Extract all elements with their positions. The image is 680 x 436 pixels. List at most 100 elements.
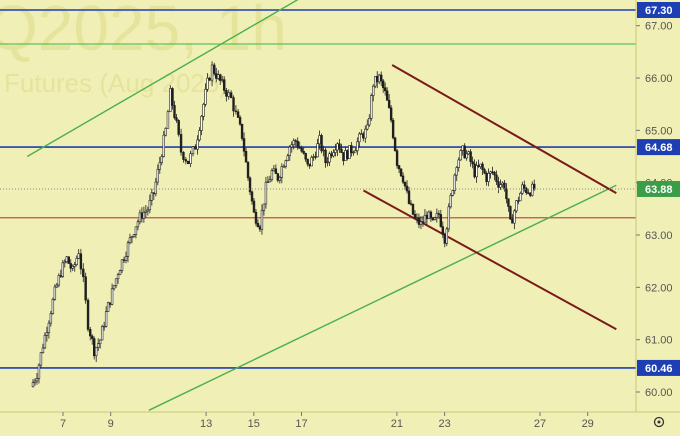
candle-up <box>47 322 51 333</box>
settings-icon[interactable] <box>653 416 665 428</box>
candle-down <box>242 138 246 152</box>
x-tick-label: 21 <box>391 418 403 430</box>
trendline-channel <box>363 189 617 331</box>
candle-down <box>395 150 399 166</box>
candle-up <box>98 339 102 344</box>
candle-down <box>294 140 297 142</box>
candle-down <box>213 64 216 74</box>
candle-up <box>423 214 427 223</box>
candle-up <box>356 141 359 152</box>
candle-up <box>198 130 201 141</box>
candle-up <box>35 378 39 382</box>
candle-up <box>312 156 315 158</box>
candle-down <box>306 158 309 165</box>
candle-up <box>322 149 325 152</box>
candle-down <box>84 276 87 301</box>
candle-up <box>128 237 132 244</box>
candle-up <box>372 85 375 96</box>
candle-down <box>411 203 415 215</box>
candle-up <box>316 143 319 158</box>
candle-up <box>156 169 160 183</box>
candle-down <box>403 181 407 187</box>
x-tick-label: 13 <box>200 418 212 430</box>
candle-up <box>51 299 55 314</box>
candle-down <box>208 77 211 81</box>
x-tick-label: 23 <box>438 418 450 430</box>
settings-button[interactable] <box>653 416 665 428</box>
candle-down <box>393 137 397 152</box>
candle-down <box>324 149 327 164</box>
candle-down <box>362 133 365 139</box>
candle-up <box>415 217 419 219</box>
candle-down <box>481 163 484 170</box>
candle-down <box>525 187 528 194</box>
price-badges: 67.30 64.68 60.46 63.88 <box>637 2 680 376</box>
candle-up <box>318 135 321 145</box>
candle-up <box>262 203 266 211</box>
candle-down <box>179 134 183 153</box>
candle-down <box>397 165 401 170</box>
candle-down <box>431 217 435 221</box>
candle-up <box>134 226 138 235</box>
candle-up <box>531 183 534 196</box>
candle-down <box>385 90 389 101</box>
candle-up <box>37 364 41 379</box>
candle-down <box>258 226 262 230</box>
candle-down <box>236 111 240 118</box>
candle-down <box>421 221 425 223</box>
candle-down <box>171 88 174 106</box>
candle-up <box>461 145 464 151</box>
candle-down <box>350 145 353 153</box>
candle-up <box>288 146 291 157</box>
candle-up <box>266 181 270 183</box>
candle-up <box>334 149 337 153</box>
candle-down <box>225 90 228 97</box>
candle-up <box>272 168 276 172</box>
candle-down <box>182 151 185 160</box>
candle-up <box>489 171 492 174</box>
candle-down <box>471 161 474 165</box>
candle-down <box>439 214 443 227</box>
candle-up <box>519 192 522 202</box>
candle-down <box>483 169 486 174</box>
candle-up <box>457 159 460 168</box>
candle-up <box>501 182 504 185</box>
candle-down <box>276 173 280 181</box>
candle-down <box>441 226 445 235</box>
candle-down <box>86 299 90 330</box>
candle-up <box>120 259 124 271</box>
candle-down <box>194 146 197 150</box>
candle-down <box>389 107 393 121</box>
candle-down <box>152 192 156 195</box>
candle-down <box>417 217 421 225</box>
candle-up <box>358 133 361 143</box>
candle-down <box>511 218 514 224</box>
candle-up <box>368 118 371 126</box>
candle-down <box>256 223 260 228</box>
candle-down <box>497 181 500 188</box>
candle-up <box>374 76 377 87</box>
candle-up <box>63 261 66 264</box>
candle-down <box>296 140 299 148</box>
candle-down <box>383 87 387 92</box>
candle-up <box>71 266 74 269</box>
candle-up <box>166 111 170 129</box>
candle-down <box>485 172 488 182</box>
candle-up <box>220 79 224 81</box>
candle-up <box>487 173 490 182</box>
level-badge-label: 60.46 <box>645 363 673 375</box>
candle-down <box>413 213 417 219</box>
candle-up <box>154 181 158 195</box>
x-axis[interactable]: 7 9 13 15 17 21 23 27 29 <box>0 411 680 430</box>
level-badge-label: 67.30 <box>645 5 673 17</box>
candle-down <box>274 168 278 174</box>
candle-up <box>479 163 482 167</box>
candle-up <box>100 326 104 341</box>
candle-up <box>419 221 423 225</box>
candle-up <box>116 274 120 280</box>
candle-up <box>360 133 363 135</box>
candle-down <box>232 97 235 112</box>
candle-up <box>290 144 293 148</box>
